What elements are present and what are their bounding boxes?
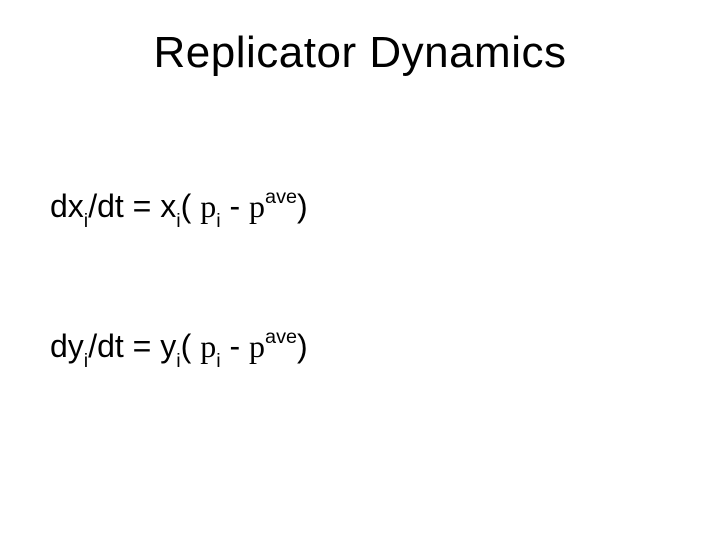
eq1-minus: - bbox=[221, 188, 249, 224]
equation-1: dxi/dt = xi( pi - pave) bbox=[50, 190, 308, 229]
slide-title: Replicator Dynamics bbox=[0, 28, 720, 78]
eq1-close-paren: ) bbox=[297, 188, 308, 224]
eq1-rhs-x: x bbox=[160, 188, 176, 224]
eq2-lhs-sub-i: i bbox=[84, 350, 88, 372]
eq2-pi-1: p bbox=[200, 328, 216, 364]
eq1-lhs-over-dt-eq: /dt = bbox=[88, 188, 160, 224]
eq2-open-paren: ( bbox=[181, 328, 201, 364]
eq1-pi-1: p bbox=[200, 188, 216, 224]
eq2-minus: - bbox=[221, 328, 249, 364]
eq1-lhs-sub-i: i bbox=[84, 210, 88, 232]
eq1-rhs-x-sub-i: i bbox=[176, 210, 180, 232]
eq2-rhs-y-sub-i: i bbox=[176, 350, 180, 372]
eq1-lhs-dx: dx bbox=[50, 188, 84, 224]
eq1-pi-2-sup-ave: ave bbox=[265, 186, 297, 208]
eq2-pi-2: p bbox=[249, 328, 265, 364]
eq2-lhs-dy: dy bbox=[50, 328, 84, 364]
equation-2: dyi/dt = yi( pi - pave) bbox=[50, 330, 308, 369]
eq1-pi-2: p bbox=[249, 188, 265, 224]
eq2-pi-2-sup-ave: ave bbox=[265, 326, 297, 348]
slide: Replicator Dynamics dxi/dt = xi( pi - pa… bbox=[0, 0, 720, 540]
eq2-rhs-y: y bbox=[160, 328, 176, 364]
eq2-close-paren: ) bbox=[297, 328, 308, 364]
eq1-pi-1-sub-i: i bbox=[216, 210, 220, 232]
eq1-open-paren: ( bbox=[181, 188, 201, 224]
eq2-pi-1-sub-i: i bbox=[216, 350, 220, 372]
eq2-lhs-over-dt-eq: /dt = bbox=[88, 328, 160, 364]
